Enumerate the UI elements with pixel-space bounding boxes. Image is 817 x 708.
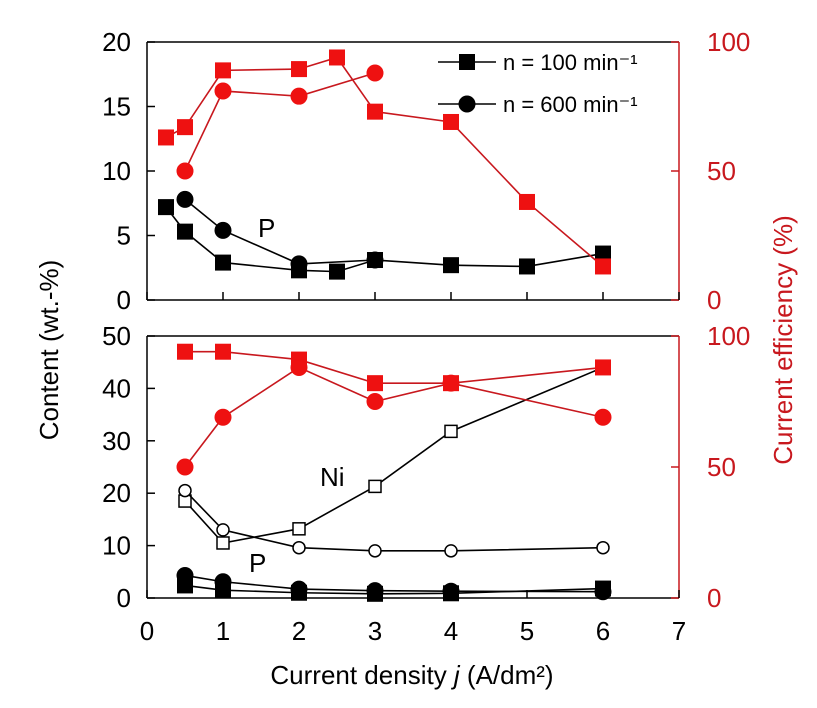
y-tick-label-left: 40: [102, 373, 131, 403]
data-point: [329, 263, 345, 280]
series-line: [184, 366, 604, 544]
data-point: [367, 375, 383, 392]
data-point: [444, 424, 458, 439]
data-point: [329, 49, 345, 66]
data-point: [444, 544, 458, 558]
series-line: [184, 574, 604, 593]
x-tick-label: 0: [140, 616, 154, 646]
y-tick-label-left: 20: [102, 478, 131, 508]
data-point: [292, 540, 306, 555]
series-line: [184, 72, 376, 172]
series-line: [185, 350, 604, 384]
data-point: [177, 119, 193, 136]
y-tick-label-left: 10: [102, 156, 131, 186]
data-point: [215, 343, 231, 360]
series-line: [184, 584, 604, 595]
data-point: [214, 408, 232, 426]
annotation-label: P: [258, 213, 275, 243]
y-tick-label-left: 15: [102, 92, 131, 122]
data-point: [214, 82, 232, 100]
data-point: [216, 523, 230, 537]
legend: n = 100 min⁻¹ n = 600 min⁻¹: [438, 50, 638, 117]
data-point: [368, 479, 382, 494]
y-tick-label-right: 50: [707, 452, 736, 482]
series-line: [165, 206, 604, 273]
data-point: [216, 536, 230, 550]
y-tick-label-left: 20: [102, 27, 131, 57]
data-point: [443, 113, 459, 130]
data-point: [594, 408, 612, 426]
y-tick-label-right: 100: [707, 321, 750, 351]
y-tick-label-right: 50: [707, 156, 736, 186]
series-line: [184, 366, 604, 468]
data-point: [215, 254, 231, 271]
x-tick-label: 1: [216, 616, 230, 646]
x-tick-label: 6: [596, 616, 610, 646]
data-point: [594, 583, 612, 601]
y-tick-label-left: 0: [117, 285, 131, 315]
data-point: [596, 540, 610, 555]
data-point: [176, 566, 194, 584]
annotation-label: Ni: [320, 462, 345, 492]
legend-label: n = 600 min⁻¹: [503, 92, 638, 117]
data-point: [366, 582, 384, 600]
data-point: [595, 258, 611, 275]
data-point: [366, 251, 384, 269]
data-point: [290, 358, 308, 376]
y-tick-label-left: 50: [102, 321, 131, 351]
series-line: [165, 56, 604, 268]
y-tick-label-left: 0: [117, 583, 131, 613]
panel-bottom: 0 10 20 30 40 50 0 50 100 0 1 2 3 4 5 6 7 Ni P: [102, 321, 750, 646]
x-tick-label: 4: [444, 616, 458, 646]
data-point: [214, 221, 232, 239]
x-axis-title: Current density j (A/dm²): [270, 660, 553, 690]
data-point: [519, 193, 535, 210]
data-point: [442, 582, 460, 600]
x-tick-label: 2: [292, 616, 306, 646]
data-point: [177, 223, 193, 240]
legend-marker: [459, 54, 475, 70]
x-tick-label: 7: [672, 616, 686, 646]
data-point: [368, 544, 382, 558]
data-point: [291, 61, 307, 78]
y-tick-label-left: 30: [102, 426, 131, 456]
data-point: [290, 87, 308, 105]
legend-marker: [458, 95, 476, 113]
y-tick-label-left: 5: [117, 221, 131, 251]
y-tick-label-right: 100: [707, 27, 750, 57]
data-point: [367, 103, 383, 120]
annotation-label: P: [249, 548, 266, 578]
data-point: [178, 483, 192, 498]
x-tick-label: 5: [520, 616, 534, 646]
data-point: [366, 64, 384, 82]
data-point: [595, 359, 611, 376]
panel-top: 0 5 10 15 20 0 50 100 P: [102, 27, 750, 315]
data-point: [292, 522, 306, 536]
series-line: [184, 198, 376, 265]
y-tick-label-right: 0: [707, 583, 721, 613]
data-point: [443, 257, 459, 274]
data-point: [290, 580, 308, 598]
y-axis-title-right: Current efficiency (%): [768, 215, 798, 465]
legend-label: n = 100 min⁻¹: [503, 50, 638, 75]
data-point: [215, 62, 231, 79]
y-tick-label-left: 10: [102, 531, 131, 561]
data-point: [214, 573, 232, 591]
data-point: [176, 458, 194, 476]
y-axis-title-left: Content (wt.-%): [34, 260, 64, 441]
data-point: [366, 393, 384, 410]
data-point: [519, 258, 535, 275]
series-line: [184, 490, 604, 552]
data-point: [176, 190, 194, 208]
data-point: [177, 343, 193, 360]
data-point: [176, 162, 194, 180]
data-point: [290, 255, 308, 273]
x-tick-label: 3: [368, 616, 382, 646]
data-point: [158, 199, 174, 216]
data-point: [442, 374, 460, 392]
data-point: [158, 129, 174, 146]
y-tick-label-right: 0: [707, 285, 721, 315]
